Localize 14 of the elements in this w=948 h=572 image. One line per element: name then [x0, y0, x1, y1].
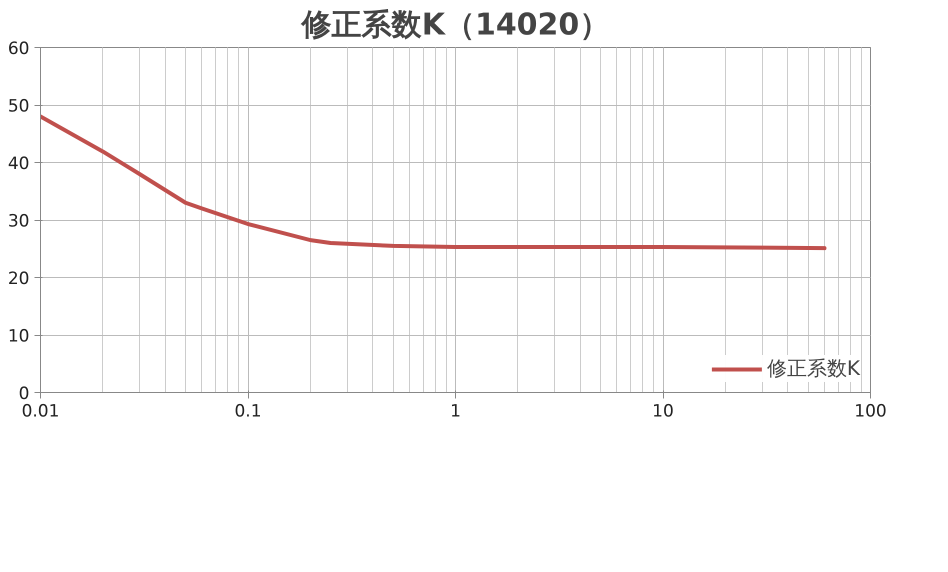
x-tick-label: 1 [450, 402, 461, 422]
y-tick-label: 50 [8, 96, 30, 116]
x-tick-label: 100 [854, 402, 887, 422]
x-tick-label: 0.1 [234, 402, 262, 422]
y-tick-label: 20 [8, 269, 30, 289]
y-tick-label: 10 [8, 326, 30, 346]
chart-title: 修正系数K（14020） [300, 8, 610, 42]
y-tick-label: 60 [8, 39, 30, 59]
x-tick-label: 0.01 [22, 402, 60, 422]
y-tick-label: 40 [8, 154, 30, 174]
y-tick-label: 0 [18, 384, 30, 404]
x-tick-label: 10 [652, 402, 674, 422]
legend-label: 修正系数K [766, 355, 860, 382]
y-tick-label: 30 [8, 212, 30, 232]
